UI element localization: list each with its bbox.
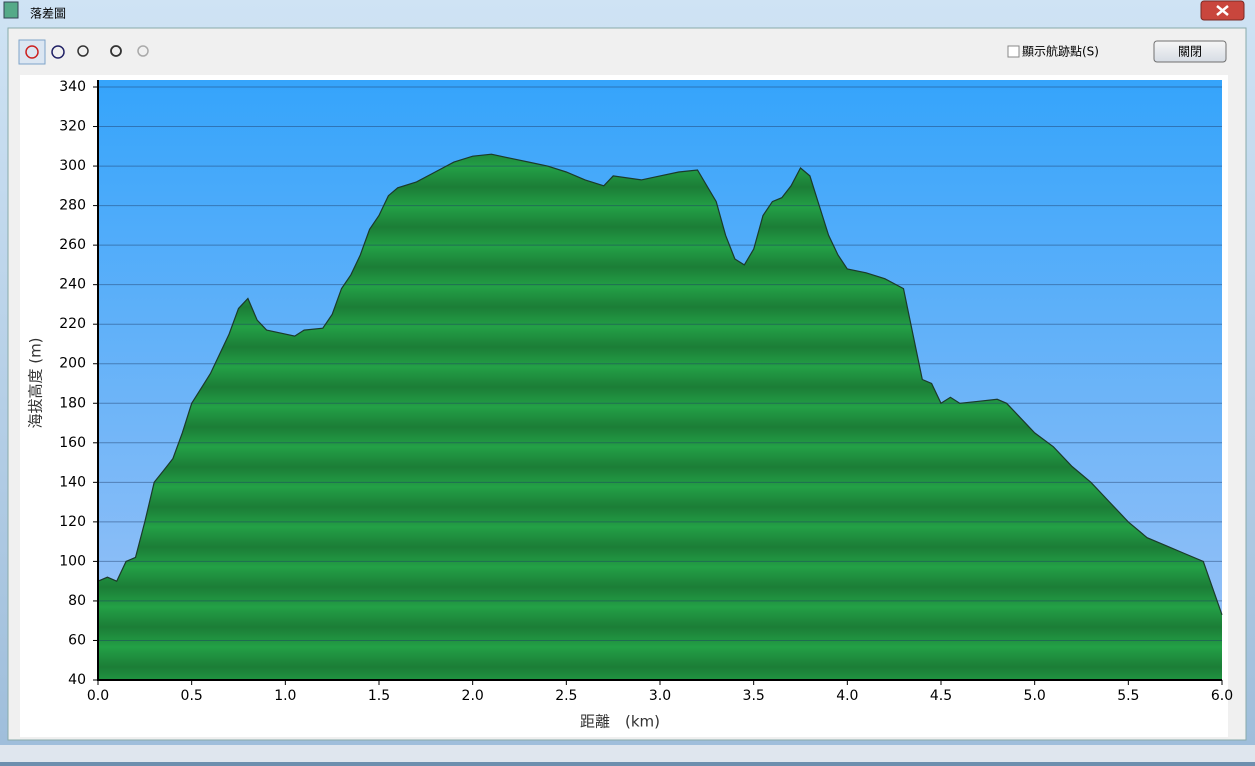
x-tick-label: 0.5 xyxy=(181,688,203,704)
close-button[interactable] xyxy=(1153,40,1227,63)
y-tick-label: 140 xyxy=(59,474,86,490)
x-tick-label: 2.0 xyxy=(462,688,484,704)
tool-zoom-box[interactable] xyxy=(77,45,89,57)
x-axis-title: 距離 (km) xyxy=(580,713,660,731)
y-tick-label: 220 xyxy=(59,316,86,332)
y-tick-label: 200 xyxy=(59,356,86,372)
x-tick-label: 1.0 xyxy=(274,688,296,704)
x-tick-label: 6.0 xyxy=(1211,688,1233,704)
y-tick-label: 40 xyxy=(68,672,86,688)
x-tick-label: 4.5 xyxy=(930,688,952,704)
checkbox[interactable] xyxy=(1007,45,1020,58)
checkbox-label: 顯示航跡點(S) xyxy=(1022,44,1099,59)
x-tick-label: 3.5 xyxy=(743,688,765,704)
y-axis-title: 海拔高度 (m) xyxy=(27,337,45,428)
x-tick-label: 5.0 xyxy=(1024,688,1046,704)
x-tick-label: 1.5 xyxy=(368,688,390,704)
y-tick-label: 300 xyxy=(59,158,86,174)
x-tick-label: 3.0 xyxy=(649,688,671,704)
app-icon xyxy=(3,1,19,19)
x-tick-label: 5.5 xyxy=(1117,688,1139,704)
area-shade xyxy=(98,154,1222,680)
y-tick-label: 60 xyxy=(68,632,86,648)
y-tick-label: 320 xyxy=(59,119,86,135)
x-tick-label: 2.5 xyxy=(555,688,577,704)
close-icon xyxy=(1216,5,1229,16)
y-tick-label: 120 xyxy=(59,514,86,530)
window-title: 落差圖 xyxy=(30,7,66,21)
y-tick-label: 100 xyxy=(59,553,86,569)
x-tick-label: 4.0 xyxy=(836,688,858,704)
y-tick-label: 80 xyxy=(68,593,86,609)
plot: 40 60 80 100 120 140 160 180 200 220 240 260 280 300 3… xyxy=(59,79,1233,704)
tool-pan[interactable] xyxy=(51,45,65,59)
elevation-line xyxy=(97,153,1223,615)
y-tick-label: 180 xyxy=(59,395,86,411)
y-tick-label: 280 xyxy=(59,198,86,214)
x-tick-label: 0.0 xyxy=(87,688,109,704)
y-tick-label: 240 xyxy=(59,277,86,293)
status-bar xyxy=(0,745,1255,762)
y-tick-label: 160 xyxy=(59,435,86,451)
y-tick-label: 260 xyxy=(59,237,86,253)
close-button-label: 關閉 xyxy=(1178,45,1202,59)
tool-crosshair[interactable] xyxy=(18,39,46,65)
tool-zoom-in[interactable] xyxy=(110,45,122,57)
y-tick-label: 340 xyxy=(59,79,86,95)
tool-crosshair-icon xyxy=(25,45,39,59)
tool-zoom-out[interactable] xyxy=(137,45,149,57)
